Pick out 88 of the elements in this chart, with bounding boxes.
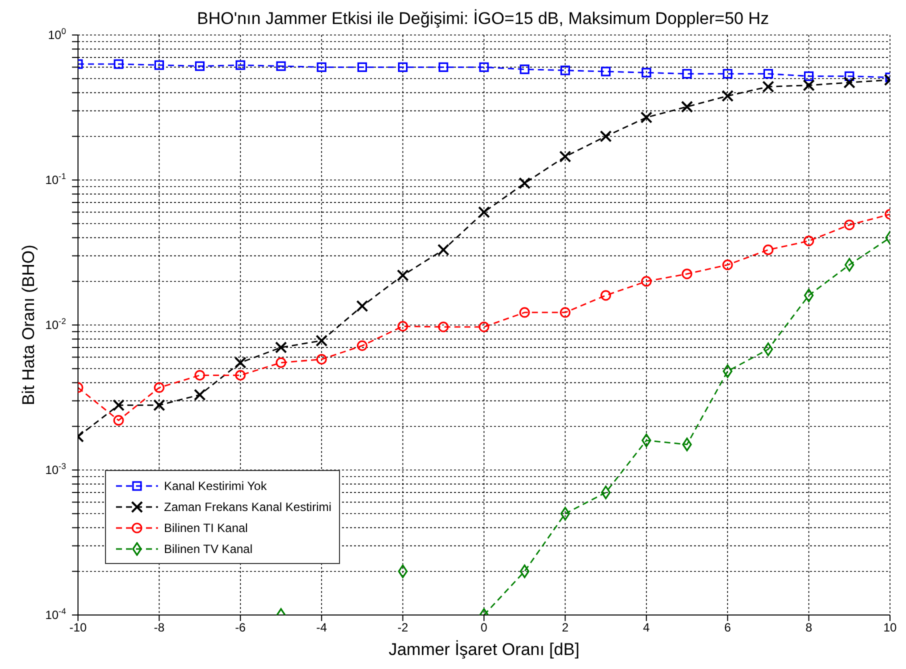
point — [154, 382, 164, 393]
point — [356, 300, 368, 312]
point — [316, 354, 327, 365]
y-axis-title: Bit Hata Oranı (BHO) — [19, 244, 38, 406]
point — [560, 66, 570, 76]
x-tick-label: -10 — [69, 620, 87, 635]
point — [398, 62, 408, 72]
point — [275, 341, 287, 354]
point — [642, 434, 652, 448]
point — [236, 60, 246, 70]
point — [804, 288, 814, 302]
x-tick-label: 0 — [480, 620, 488, 635]
point — [153, 399, 166, 412]
legend-label: Bilinen TI Kanal — [164, 520, 248, 534]
point — [600, 290, 612, 301]
x-tick-label: -6 — [235, 620, 246, 635]
point — [682, 69, 692, 79]
point — [519, 307, 530, 318]
point — [520, 64, 530, 74]
point — [802, 79, 815, 92]
point — [559, 150, 572, 163]
legend-label: Zaman Frekans Kanal Kestirimi — [164, 500, 332, 514]
x-tick-label: 10 — [883, 620, 897, 635]
point — [843, 76, 856, 89]
x-tick-label: 2 — [562, 620, 569, 635]
point — [398, 320, 408, 332]
point — [154, 60, 164, 70]
point — [844, 220, 855, 230]
legend-label: Kanal Kestirimi Yok — [164, 478, 267, 492]
y-tick-label: 10$^{-4}$ — [45, 606, 66, 622]
x-tick-label: -4 — [316, 620, 328, 635]
point — [844, 258, 854, 272]
point — [640, 111, 652, 124]
point — [113, 415, 124, 426]
point — [478, 206, 490, 218]
point — [195, 61, 205, 71]
point — [844, 71, 854, 81]
point — [316, 334, 328, 347]
point — [722, 260, 733, 270]
point — [438, 62, 448, 72]
point — [276, 61, 286, 71]
point — [601, 486, 611, 500]
point — [682, 268, 692, 280]
x-axis-title: Jammer İşaret Oranı [dB] — [388, 640, 580, 659]
chart-title: BHO'nın Jammer Etkisi ile Değişimi: İGO=15 dB, Maksimum Doppler=50 Hz — [196, 8, 770, 30]
point — [398, 564, 408, 578]
point — [641, 276, 652, 287]
point — [357, 62, 367, 72]
point — [356, 340, 368, 351]
y-tick-label: 10$^{-3}$ — [45, 461, 66, 477]
point — [762, 244, 774, 256]
legend-label: Bilinen TV Kanal — [164, 542, 252, 556]
point — [520, 564, 530, 578]
point — [235, 370, 246, 381]
y-tick-label: 10$^{-2}$ — [45, 316, 66, 332]
point — [682, 438, 692, 452]
point — [479, 62, 489, 72]
point — [112, 399, 125, 412]
point — [762, 80, 774, 93]
y-tick-label: 10$^{-1}$ — [45, 171, 66, 187]
point — [763, 69, 773, 79]
x-tick-label: 8 — [805, 620, 812, 635]
x-tick-label: -2 — [397, 620, 408, 635]
point — [438, 322, 449, 332]
point — [804, 71, 814, 81]
point — [681, 100, 693, 113]
point — [316, 62, 326, 72]
point — [437, 244, 450, 256]
point — [276, 357, 286, 368]
point — [478, 322, 490, 332]
point — [804, 236, 814, 246]
point — [560, 307, 570, 318]
point — [234, 356, 246, 369]
y-tick-label: 10$^{0}$ — [48, 26, 66, 42]
point — [194, 388, 206, 401]
point — [114, 59, 124, 69]
point — [722, 69, 732, 79]
point — [518, 177, 531, 190]
point — [560, 506, 570, 520]
x-tick-label: -8 — [154, 620, 165, 635]
x-tick-label: 4 — [643, 620, 650, 635]
point — [600, 130, 612, 142]
point — [396, 269, 409, 282]
point — [722, 90, 734, 102]
point — [601, 66, 611, 76]
x-tick-label: 6 — [724, 620, 732, 635]
point — [642, 68, 652, 78]
point — [194, 370, 206, 381]
